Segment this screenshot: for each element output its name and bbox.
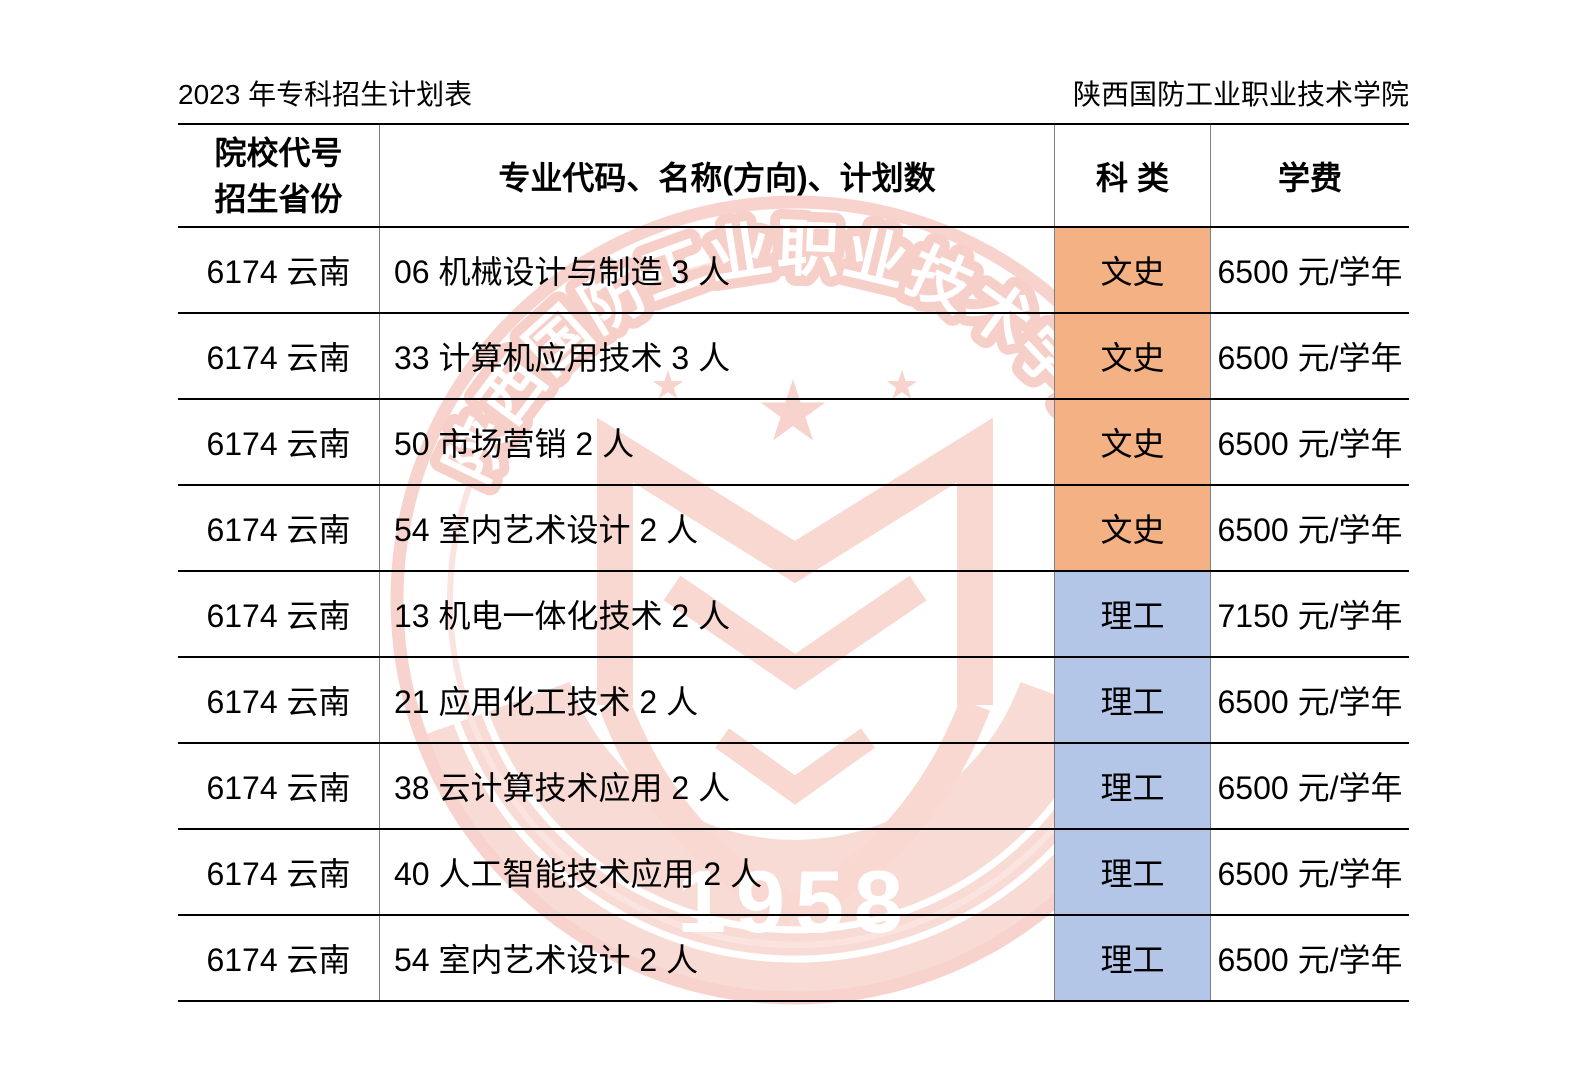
college-code-cell: 6174 云南 (206, 254, 351, 290)
tuition-cell: 6500 元/学年 (1210, 486, 1409, 570)
tuition-cell: 6500 元/学年 (1210, 744, 1409, 828)
header-tuition: 学费 (1210, 125, 1409, 226)
header-major-plan: 专业代码、名称(方向)、计划数 (379, 125, 1054, 226)
category-cell: 理工 (1054, 830, 1210, 914)
college-code-cell: 6174 云南 (206, 942, 351, 978)
major-plan-cell: 38 云计算技术应用 2 人 (379, 744, 1054, 828)
header-category: 科 类 (1054, 125, 1210, 226)
major-plan-cell: 54 室内艺术设计 2 人 (379, 486, 1054, 570)
table-row: 6174 云南 13 机电一体化技术 2 人 理工 7150 元/学年 (178, 572, 1409, 658)
college-code-cell: 6174 云南 (206, 598, 351, 634)
tuition-cell: 6500 元/学年 (1210, 228, 1409, 312)
tuition-cell: 6500 元/学年 (1210, 400, 1409, 484)
college-code-cell: 6174 云南 (206, 426, 351, 462)
major-plan-cell: 13 机电一体化技术 2 人 (379, 572, 1054, 656)
category-cell: 文史 (1054, 314, 1210, 398)
college-code-cell: 6174 云南 (206, 512, 351, 548)
college-code-cell: 6174 云南 (206, 856, 351, 892)
tuition-cell: 6500 元/学年 (1210, 658, 1409, 742)
tuition-cell: 6500 元/学年 (1210, 830, 1409, 914)
category-cell: 理工 (1054, 916, 1210, 1000)
college-code-cell: 6174 云南 (206, 684, 351, 720)
header-province: 招生省份 (214, 180, 343, 217)
table-row: 6174 云南 54 室内艺术设计 2 人 文史 6500 元/学年 (178, 486, 1409, 572)
category-cell: 文史 (1054, 486, 1210, 570)
table-header-row: 院校代号 招生省份 专业代码、名称(方向)、计划数 科 类 学费 (178, 125, 1409, 228)
seal-band-arc-1 (481, 711, 1109, 934)
major-plan-cell: 33 计算机应用技术 3 人 (379, 314, 1054, 398)
category-cell: 理工 (1054, 658, 1210, 742)
table-row: 6174 云南 33 计算机应用技术 3 人 文史 6500 元/学年 (178, 314, 1409, 400)
major-plan-cell: 06 机械设计与制造 3 人 (379, 228, 1054, 312)
title-bar: 2023 年专科招生计划表 陕西国防工业职业技术学院 (178, 78, 1409, 112)
table-row: 6174 云南 54 室内艺术设计 2 人 理工 6500 元/学年 (178, 916, 1409, 1002)
major-plan-cell: 40 人工智能技术应用 2 人 (379, 830, 1054, 914)
page-title: 2023 年专科招生计划表 (178, 79, 473, 110)
seal-year: 1958 (677, 852, 913, 951)
category-cell: 理工 (1054, 572, 1210, 656)
seal-shield (597, 417, 993, 927)
header-college-code: 院校代号 (214, 134, 343, 171)
table-row: 6174 云南 06 机械设计与制造 3 人 文史 6500 元/学年 (178, 228, 1409, 314)
tuition-cell: 7150 元/学年 (1210, 572, 1409, 656)
college-code-cell: 6174 云南 (206, 340, 351, 376)
school-name: 陕西国防工业职业技术学院 (1072, 79, 1409, 110)
major-plan-cell: 54 室内艺术设计 2 人 (379, 916, 1054, 1000)
tuition-cell: 6500 元/学年 (1210, 314, 1409, 398)
tuition-cell: 6500 元/学年 (1210, 916, 1409, 1000)
table-row: 6174 云南 21 应用化工技术 2 人 理工 6500 元/学年 (178, 658, 1409, 744)
seal-bottom-band (421, 682, 1169, 998)
enrollment-plan-table: 院校代号 招生省份 专业代码、名称(方向)、计划数 科 类 学费 6174 云南… (178, 123, 1409, 1002)
table-row: 6174 云南 38 云计算技术应用 2 人 理工 6500 元/学年 (178, 744, 1409, 830)
major-plan-cell: 21 应用化工技术 2 人 (379, 658, 1054, 742)
major-plan-cell: 50 市场营销 2 人 (379, 400, 1054, 484)
table-row: 6174 云南 40 人工智能技术应用 2 人 理工 6500 元/学年 (178, 830, 1409, 916)
table-row: 6174 云南 50 市场营销 2 人 文史 6500 元/学年 (178, 400, 1409, 486)
category-cell: 理工 (1054, 744, 1210, 828)
category-cell: 文史 (1054, 400, 1210, 484)
college-code-cell: 6174 云南 (206, 770, 351, 806)
category-cell: 文史 (1054, 228, 1210, 312)
header-college-code-province: 院校代号 招生省份 (178, 125, 379, 226)
seal-stars-icon (652, 370, 918, 441)
